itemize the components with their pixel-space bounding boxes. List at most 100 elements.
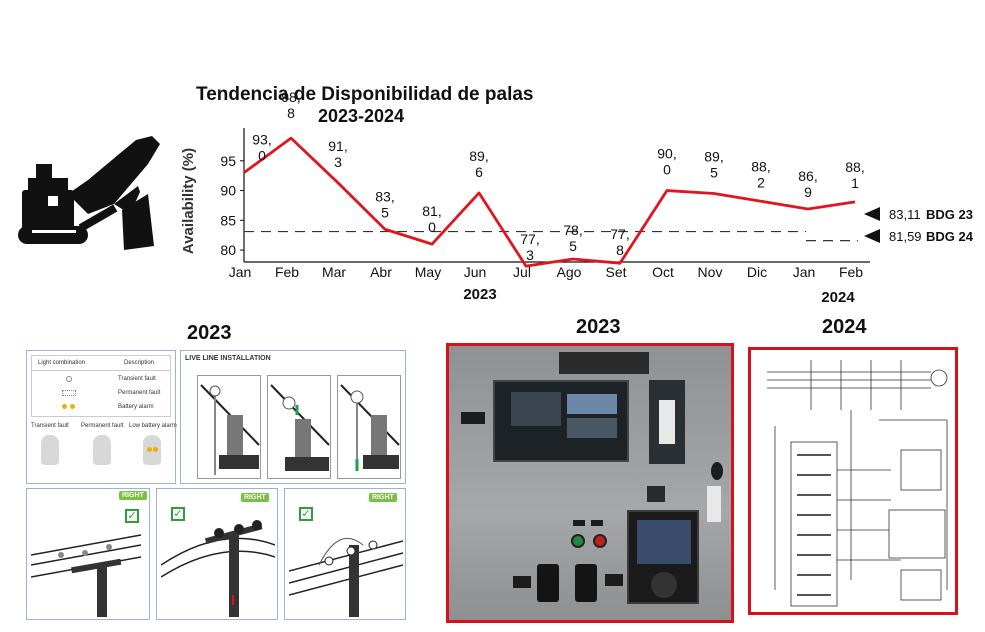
data-label: 86,	[798, 168, 817, 184]
check-icon: ✓	[299, 507, 313, 521]
data-label: 9	[804, 184, 812, 200]
data-label: 91,	[328, 138, 347, 154]
red-pushbutton	[593, 534, 607, 548]
right-tag: RIGHT	[241, 493, 269, 502]
data-label: 78,	[563, 222, 582, 238]
data-label: 98,	[281, 89, 300, 105]
table-row: Battery alarm	[118, 404, 154, 410]
control-switch-unit	[649, 380, 685, 464]
table-row: Transient fault	[118, 376, 156, 382]
budget-value-label: 81,59	[889, 229, 922, 244]
table-row: Permanent fault	[118, 390, 161, 396]
check-icon: ✓	[125, 509, 139, 523]
x-tick-label: Jun	[464, 264, 487, 280]
light-combination-table: Light combination Description Transient …	[31, 355, 171, 417]
fault-indicator-icon	[143, 435, 161, 465]
wiring-diagram	[748, 347, 958, 615]
fault-type-label: Transient fault	[31, 423, 69, 429]
data-label: 5	[710, 165, 718, 181]
data-label: 83,	[375, 188, 394, 204]
y-tick-label: 95	[220, 153, 236, 169]
data-label: 77,	[520, 231, 539, 247]
installation-title: LIVE LINE INSTALLATION	[185, 355, 271, 362]
x-tick-label: Jan	[793, 264, 816, 280]
control-cabinet-photo	[446, 343, 734, 623]
data-label: 3	[334, 154, 342, 170]
power-meter	[627, 510, 699, 604]
fault-type-label: Permanent fault	[81, 423, 124, 429]
nameplate	[559, 352, 649, 374]
data-label: 77,	[610, 226, 629, 242]
data-label: 2	[757, 174, 765, 190]
installation-step-illustration	[337, 375, 401, 479]
data-label: 1	[851, 175, 859, 191]
installation-step-illustration	[267, 375, 331, 479]
budget-value-label: 83,11	[889, 207, 921, 222]
data-label: 0	[428, 219, 436, 235]
x-tick-label: Oct	[652, 264, 674, 280]
y-tick-label: 90	[220, 183, 236, 199]
x-tick-label: Set	[605, 264, 626, 280]
chart-subtitle: 2023-2024	[318, 106, 405, 126]
right-installation-panel-2: RIGHT ✓	[156, 488, 278, 620]
y-tick-label: 80	[220, 242, 236, 258]
series-line	[243, 136, 856, 268]
right-tag: RIGHT	[369, 493, 397, 502]
year-label-2024: 2024	[821, 289, 855, 306]
light-icon	[66, 376, 72, 382]
x-tick-label: Nov	[698, 264, 723, 280]
budget-name-label: BDG 23	[926, 207, 973, 222]
middle-section-year: 2023	[576, 316, 621, 338]
table-header-light: Light combination	[38, 360, 86, 366]
x-tick-label: Feb	[275, 264, 299, 280]
data-label: 0	[258, 148, 266, 164]
budget-arrow-icon	[864, 229, 880, 243]
fault-type-label: Low battery alarm	[129, 423, 177, 429]
light-icon	[62, 404, 67, 409]
data-label: 90,	[657, 146, 676, 162]
check-icon: ✓	[171, 507, 185, 521]
x-tick-label: Feb	[839, 264, 863, 280]
right-tag: RIGHT	[119, 491, 147, 500]
selector-switch	[537, 564, 559, 602]
fault-indicator-icon	[93, 435, 111, 465]
green-pushbutton	[571, 534, 585, 548]
indicator-legend-panel: Light combination Description Transient …	[26, 350, 177, 484]
shovel-icon	[18, 136, 160, 250]
chart-title: Tendencia de Disponibilidad de palas	[196, 84, 534, 105]
data-label: 89,	[469, 148, 488, 164]
right-section-year: 2024	[822, 316, 867, 338]
data-label: 93,	[252, 132, 271, 148]
x-tick-label: Ago	[557, 264, 582, 280]
data-label: 3	[526, 247, 534, 263]
year-label-2023: 2023	[463, 286, 496, 303]
x-tick-label: Dic	[747, 264, 767, 280]
fault-indicator-icon	[41, 435, 59, 465]
x-tick-label: Jul	[513, 264, 531, 280]
budget-arrow-icon	[864, 207, 880, 221]
x-tick-label: Mar	[322, 264, 346, 280]
data-label: 81,	[422, 203, 441, 219]
data-label: 8	[287, 105, 295, 121]
data-label: 89,	[704, 149, 723, 165]
y-axis-label: Availability (%)	[180, 148, 197, 254]
installation-step-illustration	[197, 375, 261, 479]
data-label: 88,	[751, 158, 770, 174]
table-header-description: Description	[124, 360, 155, 366]
data-label: 6	[475, 164, 483, 180]
light-icon	[62, 390, 76, 396]
selector-switch	[575, 564, 597, 602]
protection-relay	[493, 380, 629, 462]
data-label: 8	[616, 242, 624, 258]
x-tick-label: May	[415, 264, 441, 280]
left-section-year: 2023	[187, 322, 232, 344]
x-tick-label: Jan	[229, 264, 252, 280]
x-tick-label: Abr	[370, 264, 392, 280]
live-line-installation-panel: LIVE LINE INSTALLATION	[180, 350, 406, 484]
data-label: 0	[663, 162, 671, 178]
light-icon	[70, 404, 75, 409]
budget-name-label: BDG 24	[926, 229, 974, 244]
right-installation-panel-3: RIGHT ✓	[284, 488, 406, 620]
data-label: 5	[381, 204, 389, 220]
